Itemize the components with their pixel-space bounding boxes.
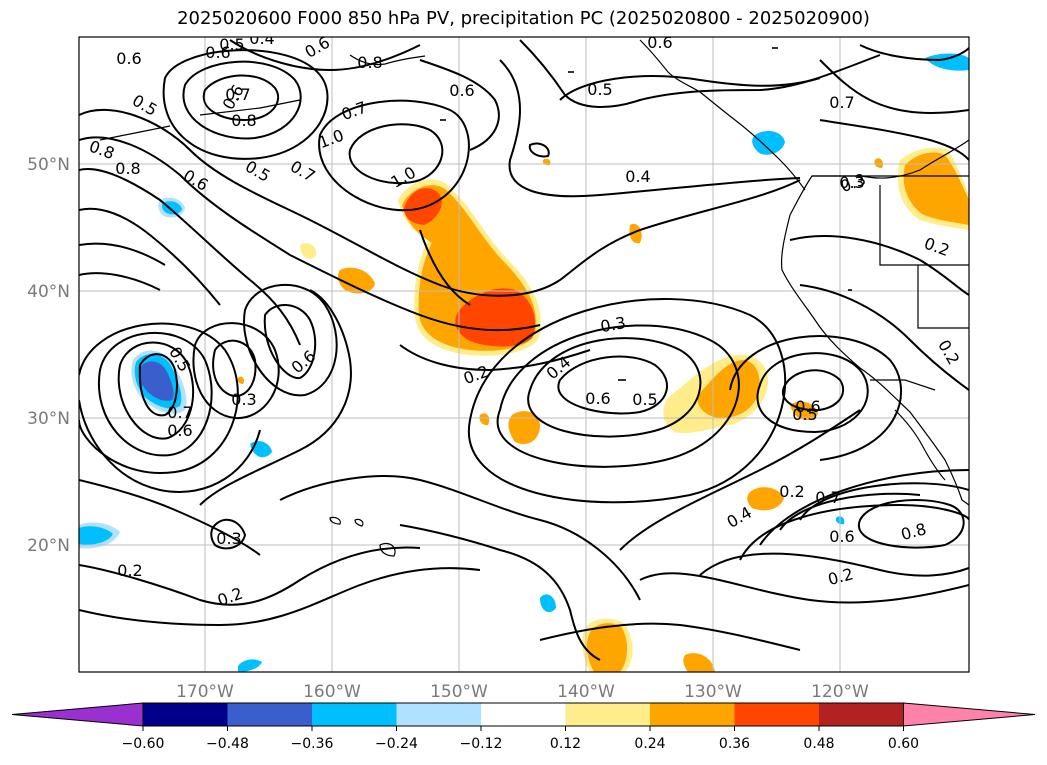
contour-label: 0.5	[792, 405, 817, 424]
lat-label: 40°N	[27, 282, 70, 302]
contour-label: 0.3	[599, 313, 627, 336]
plot-area: 0.60.50.4 0.60.60.80.5 0.70.8 0.61.00.7 0.60…	[79, 29, 969, 672]
map-title: 2025020600 F000 850 hPa PV, precipitatio…	[177, 8, 870, 29]
colorbar: −0.60 −0.48 −0.36 −0.24 −0.12 0.12 0.24 0.36 0.4…	[11, 702, 1036, 752]
colorbar-tick-label: −0.24	[375, 736, 418, 752]
colorbar-extend-low	[11, 702, 144, 727]
contour-label: 0.8	[357, 53, 382, 72]
colorbar-extend-high	[903, 702, 1036, 727]
coastlines	[99, 39, 969, 557]
colorbar-segment	[734, 703, 820, 726]
plot-frame	[78, 36, 970, 673]
graticule	[79, 37, 969, 672]
contour-label: 0.3	[231, 390, 256, 409]
lon-label: 130°W	[684, 682, 742, 702]
lat-label: 30°N	[27, 409, 70, 429]
colorbar-segment	[565, 703, 651, 726]
contour-label: 0.6	[167, 421, 192, 440]
colorbar-tick-label: 0.24	[634, 736, 665, 752]
contour-label: 0.7	[815, 488, 840, 507]
contour-label: 0.6	[449, 81, 474, 100]
colorbar-segment	[819, 703, 904, 726]
colorbar-tick-label: −0.60	[122, 736, 165, 752]
lon-label: 150°W	[430, 682, 488, 702]
contour-label: 0.6	[795, 397, 820, 416]
lon-label: 140°W	[557, 682, 615, 702]
colorbar-tick-label: 0.12	[550, 736, 581, 752]
contour-label: 0.6	[116, 49, 141, 68]
lon-label: 120°W	[811, 682, 869, 702]
contour-label: 0.3	[839, 173, 864, 192]
contour-label: 0.8	[231, 111, 256, 130]
colorbar-segment	[312, 703, 397, 726]
contour-label: 0.5	[587, 80, 612, 99]
lat-label: 20°N	[27, 536, 70, 556]
contour-label: 0.2	[117, 561, 142, 580]
contour-label: 0.2	[779, 482, 804, 501]
contour-label: 0.7	[829, 93, 854, 112]
contour-label: 0.3	[216, 529, 241, 548]
contour-label: 0.8	[115, 159, 140, 178]
contour-label: 0.6	[829, 527, 854, 546]
colorbar-tick-label: 0.48	[803, 736, 834, 752]
contour-specks	[440, 47, 852, 381]
colorbar-segment	[481, 703, 566, 726]
pv-contours	[79, 39, 969, 661]
colorbar-segment	[227, 703, 313, 726]
colorbar-tick-label: 0.60	[888, 736, 919, 752]
positive-precip-shading	[237, 147, 969, 672]
lon-label: 170°W	[176, 682, 234, 702]
colorbar-tick-label: 0.36	[719, 736, 750, 752]
longitude-labels: 170°W 160°W 150°W 140°W 130°W 120°W	[176, 682, 869, 702]
contour-label: 0.4	[625, 167, 650, 186]
contour-label: 0.6	[205, 43, 230, 62]
contour-label: 0.5	[219, 35, 244, 54]
lat-label: 50°N	[27, 155, 70, 175]
colorbar-tick-label: −0.48	[206, 736, 249, 752]
contour-label: 0.4	[249, 29, 274, 48]
contour-label: 0.6	[585, 389, 610, 408]
colorbar-segment	[396, 703, 482, 726]
colorbar-tick-label: −0.12	[460, 736, 503, 752]
latitude-labels: 50°N 40°N 30°N 20°N	[27, 155, 70, 556]
contour-label: 0.7	[167, 403, 192, 422]
contour-label: 0.7	[225, 85, 250, 104]
lon-label: 160°W	[303, 682, 361, 702]
contour-label: 0.6	[647, 33, 672, 52]
colorbar-segment	[650, 703, 735, 726]
colorbar-segment	[143, 703, 228, 726]
colorbar-frame	[142, 702, 904, 727]
colorbar-tick-label: −0.36	[291, 736, 334, 752]
contour-label: 0.5	[632, 390, 657, 409]
